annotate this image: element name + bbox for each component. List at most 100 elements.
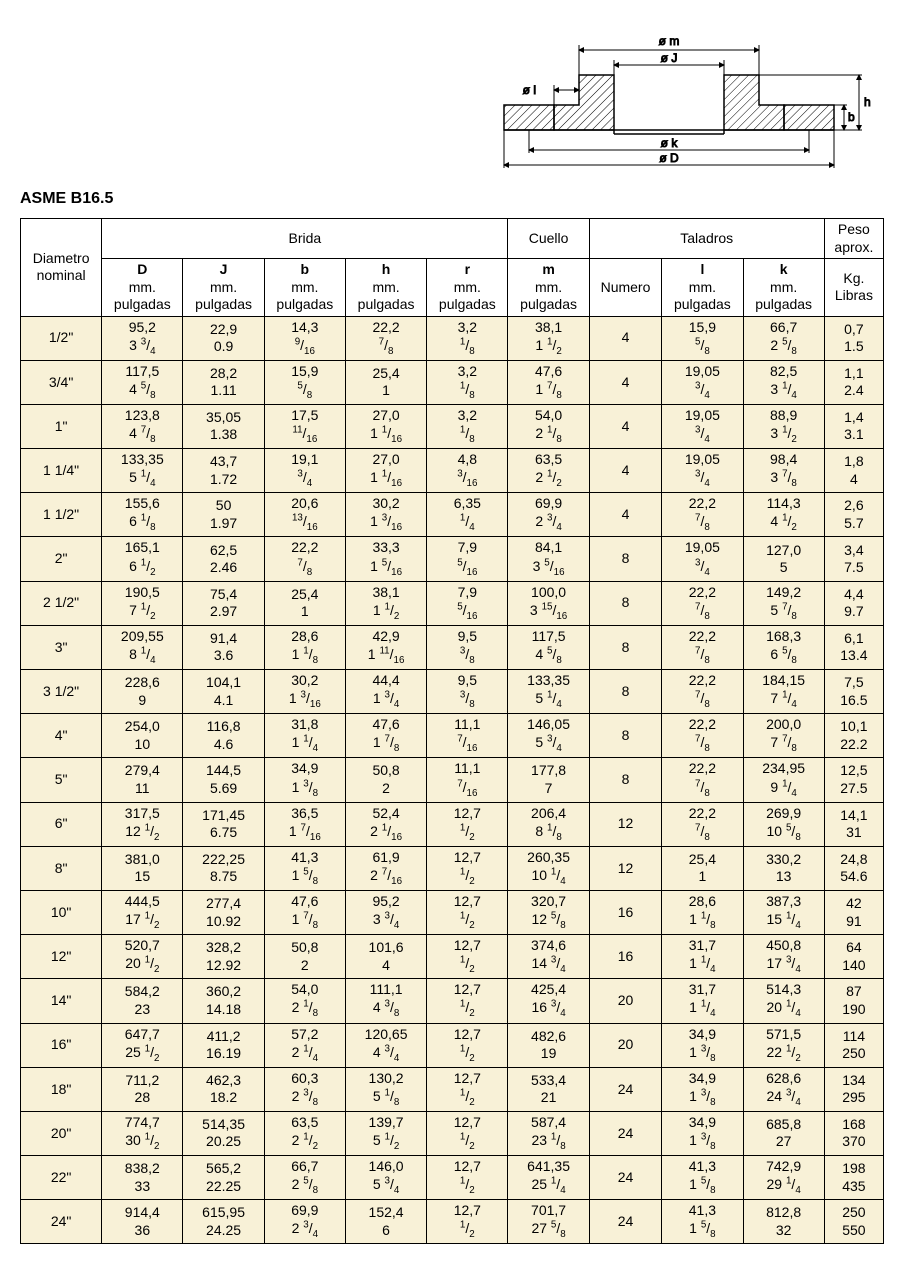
table-row: 5"279,411144,55.6934,91 3/850,8211,17/16… — [21, 758, 884, 802]
cell-value: 34,91 3/8 — [662, 1111, 743, 1155]
cell-value: 328,212.92 — [183, 935, 264, 979]
cell-value: 91,43.6 — [183, 625, 264, 669]
cell-value: 20,613/16 — [264, 493, 345, 537]
cell-value: 146,055 3/4 — [508, 714, 589, 758]
table-row: 10"444,517 1/2277,410.9247,61 7/895,23 3… — [21, 890, 884, 934]
cell-nominal: 20" — [21, 1111, 102, 1155]
header-col-peso: Kg. Libras — [824, 259, 883, 317]
cell-value: 222,258.75 — [183, 846, 264, 890]
cell-value: 41,31 5/8 — [662, 1200, 743, 1244]
cell-value: 12,71/2 — [427, 1156, 508, 1200]
header-col-r: rmm. pulgadas — [427, 259, 508, 317]
cell-value: 44,41 3/4 — [345, 670, 426, 714]
cell-nominal: 16" — [21, 1023, 102, 1067]
cell-value: 114250 — [824, 1023, 883, 1067]
cell-value: 54,02 1/8 — [508, 404, 589, 448]
cell-value: 234,959 1/4 — [743, 758, 824, 802]
cell-value: 117,54 5/8 — [102, 360, 183, 404]
cell-value: 0,71.5 — [824, 316, 883, 360]
cell-numero: 24 — [589, 1067, 662, 1111]
table-row: 4"254,010116,84.631,81 1/447,61 7/811,17… — [21, 714, 884, 758]
cell-value: 22,27/8 — [662, 758, 743, 802]
cell-value: 28,61 1/8 — [662, 890, 743, 934]
cell-value: 31,71 1/4 — [662, 935, 743, 979]
cell-value: 184,157 1/4 — [743, 670, 824, 714]
cell-value: 206,48 1/8 — [508, 802, 589, 846]
cell-value: 190,57 1/2 — [102, 581, 183, 625]
cell-value: 101,64 — [345, 935, 426, 979]
cell-value: 19,13/4 — [264, 449, 345, 493]
cell-numero: 4 — [589, 316, 662, 360]
cell-numero: 16 — [589, 935, 662, 979]
header-col-D: Dmm. pulgadas — [102, 259, 183, 317]
cell-value: 279,411 — [102, 758, 183, 802]
cell-value: 22,90.9 — [183, 316, 264, 360]
cell-numero: 4 — [589, 360, 662, 404]
table-row: 1/2"95,23 3/422,90.914,39/1622,27/83,21/… — [21, 316, 884, 360]
cell-numero: 8 — [589, 714, 662, 758]
cell-value: 269,910 5/8 — [743, 802, 824, 846]
svg-text:ø k: ø k — [661, 136, 679, 150]
cell-value: 22,27/8 — [662, 493, 743, 537]
cell-value: 52,42 1/16 — [345, 802, 426, 846]
cell-value: 66,72 5/8 — [264, 1156, 345, 1200]
cell-value: 12,71/2 — [427, 846, 508, 890]
cell-value: 38,11 1/2 — [508, 316, 589, 360]
cell-value: 22,27/8 — [662, 714, 743, 758]
cell-value: 15,95/8 — [662, 316, 743, 360]
header-taladros: Taladros — [589, 219, 824, 259]
cell-value: 87190 — [824, 979, 883, 1023]
cell-value: 7,95/16 — [427, 581, 508, 625]
table-row: 1"123,84 7/835,051.3817,511/1627,01 1/16… — [21, 404, 884, 448]
cell-value: 61,92 7/16 — [345, 846, 426, 890]
cell-value: 501.97 — [183, 493, 264, 537]
cell-value: 47,61 7/8 — [345, 714, 426, 758]
spec-title: ASME B16.5 — [20, 190, 884, 208]
cell-value: 228,69 — [102, 670, 183, 714]
cell-value: 98,43 7/8 — [743, 449, 824, 493]
cell-value: 9,53/8 — [427, 670, 508, 714]
cell-value: 144,55.69 — [183, 758, 264, 802]
cell-value: 22,27/8 — [662, 670, 743, 714]
cell-value: 711,228 — [102, 1067, 183, 1111]
cell-value: 69,92 3/4 — [264, 1200, 345, 1244]
cell-value: 111,14 3/8 — [345, 979, 426, 1023]
table-row: 14"584,223360,214.1854,02 1/8111,14 3/81… — [21, 979, 884, 1023]
cell-value: 3,21/8 — [427, 316, 508, 360]
cell-numero: 12 — [589, 802, 662, 846]
cell-value: 444,517 1/2 — [102, 890, 183, 934]
cell-value: 84,13 5/16 — [508, 537, 589, 581]
cell-value: 155,66 1/8 — [102, 493, 183, 537]
cell-value: 28,61 1/8 — [264, 625, 345, 669]
cell-value: 47,61 7/8 — [508, 360, 589, 404]
cell-value: 514,3520.25 — [183, 1111, 264, 1155]
cell-numero: 24 — [589, 1156, 662, 1200]
cell-numero: 4 — [589, 404, 662, 448]
cell-nominal: 8" — [21, 846, 102, 890]
cell-value: 4291 — [824, 890, 883, 934]
cell-value: 685,827 — [743, 1111, 824, 1155]
cell-value: 12,71/2 — [427, 1200, 508, 1244]
cell-value: 12,71/2 — [427, 1023, 508, 1067]
cell-value: 742,929 1/4 — [743, 1156, 824, 1200]
header-col-m: mmm. pulgadas — [508, 259, 589, 317]
cell-value: 30,21 3/16 — [264, 670, 345, 714]
cell-value: 28,21.11 — [183, 360, 264, 404]
cell-value: 64140 — [824, 935, 883, 979]
cell-numero: 12 — [589, 846, 662, 890]
cell-value: 260,3510 1/4 — [508, 846, 589, 890]
cell-value: 50,82 — [264, 935, 345, 979]
cell-value: 7,95/16 — [427, 537, 508, 581]
cell-value: 14,39/16 — [264, 316, 345, 360]
cell-numero: 8 — [589, 758, 662, 802]
cell-value: 6,113.4 — [824, 625, 883, 669]
table-row: 3/4"117,54 5/828,21.1115,95/825,413,21/8… — [21, 360, 884, 404]
cell-value: 19,053/4 — [662, 537, 743, 581]
cell-value: 34,91 3/8 — [662, 1067, 743, 1111]
cell-value: 95,23 3/4 — [345, 890, 426, 934]
cell-value: 774,730 1/2 — [102, 1111, 183, 1155]
cell-nominal: 1 1/4" — [21, 449, 102, 493]
cell-value: 34,91 3/8 — [264, 758, 345, 802]
cell-value: 12,71/2 — [427, 890, 508, 934]
cell-nominal: 12" — [21, 935, 102, 979]
